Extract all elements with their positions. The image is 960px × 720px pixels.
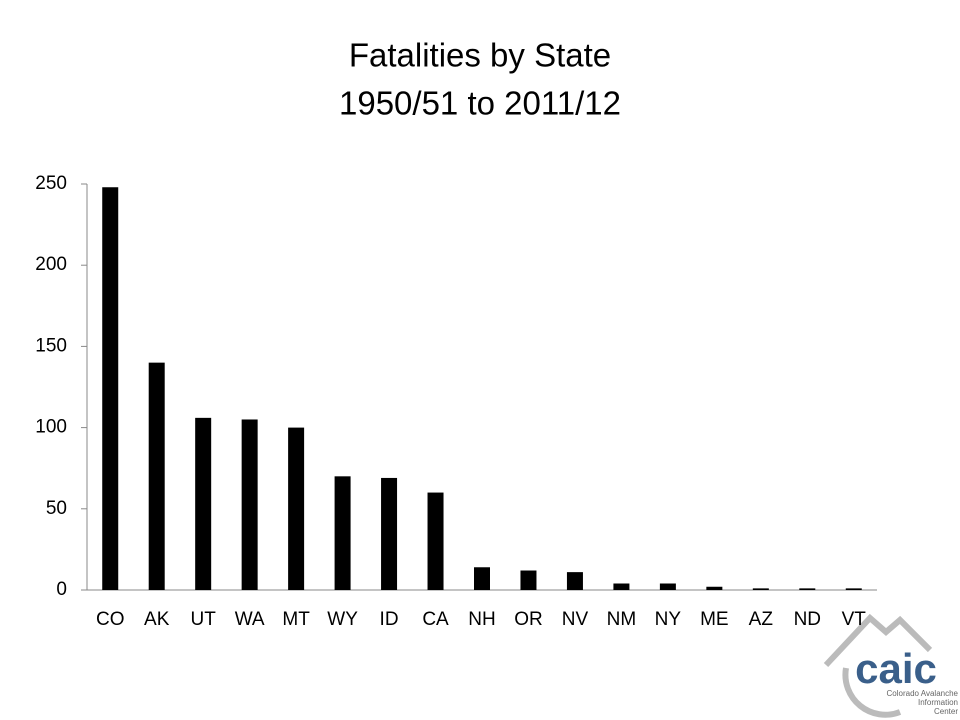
bar	[845, 588, 862, 590]
x-tick-label: WA	[235, 609, 265, 630]
x-tick-label: OR	[514, 609, 543, 630]
bar	[195, 417, 212, 590]
bar	[381, 477, 398, 590]
logo-mountain	[823, 613, 933, 668]
x-tick-label: NY	[655, 609, 682, 630]
x-tick-label: CO	[96, 609, 125, 630]
x-tick-label: ME	[700, 609, 729, 630]
x-tick-label: MT	[282, 609, 310, 630]
bar	[752, 588, 769, 590]
y-tick-label: 0	[56, 579, 67, 600]
logo-name: caic	[855, 645, 937, 692]
x-tick-label: ID	[380, 609, 399, 630]
chart-title: Fatalities by State	[349, 37, 611, 74]
y-tick-label: 100	[35, 417, 67, 438]
bar	[520, 570, 537, 590]
bar	[148, 362, 165, 590]
x-tick-label: NM	[607, 609, 637, 630]
x-tick-label: WY	[327, 609, 358, 630]
logo-line: Center	[934, 707, 958, 716]
x-tick-label: NH	[468, 609, 495, 630]
x-tick-label: ND	[794, 609, 821, 630]
x-tick-label: CA	[422, 609, 449, 630]
x-tick-label: AK	[144, 609, 170, 630]
bar	[799, 588, 816, 590]
bar	[566, 572, 583, 590]
bar	[102, 187, 119, 591]
bar	[706, 586, 723, 590]
y-tick-label: 50	[46, 498, 67, 519]
x-tick-label: NV	[562, 609, 589, 630]
bar	[613, 583, 630, 590]
logo-line: Information	[918, 698, 958, 707]
bar	[427, 492, 444, 590]
bar	[474, 567, 490, 590]
y-tick-label: 150	[35, 335, 67, 356]
bar	[288, 427, 305, 590]
x-tick-label: AZ	[749, 609, 774, 630]
chart-subtitle: 1950/51 to 2011/12	[339, 85, 621, 122]
bar	[659, 583, 676, 590]
logo: caic Colorado Avalanche Information Cent…	[823, 613, 959, 718]
logo-line: Colorado Avalanche	[887, 689, 959, 698]
bar	[334, 476, 351, 590]
x-tick-label: UT	[191, 609, 217, 630]
y-tick-label: 200	[35, 254, 67, 275]
logo-swoosh	[842, 667, 902, 718]
y-tick-label: 250	[35, 173, 67, 194]
bar	[241, 419, 258, 590]
x-tick-label: VT	[842, 609, 867, 630]
